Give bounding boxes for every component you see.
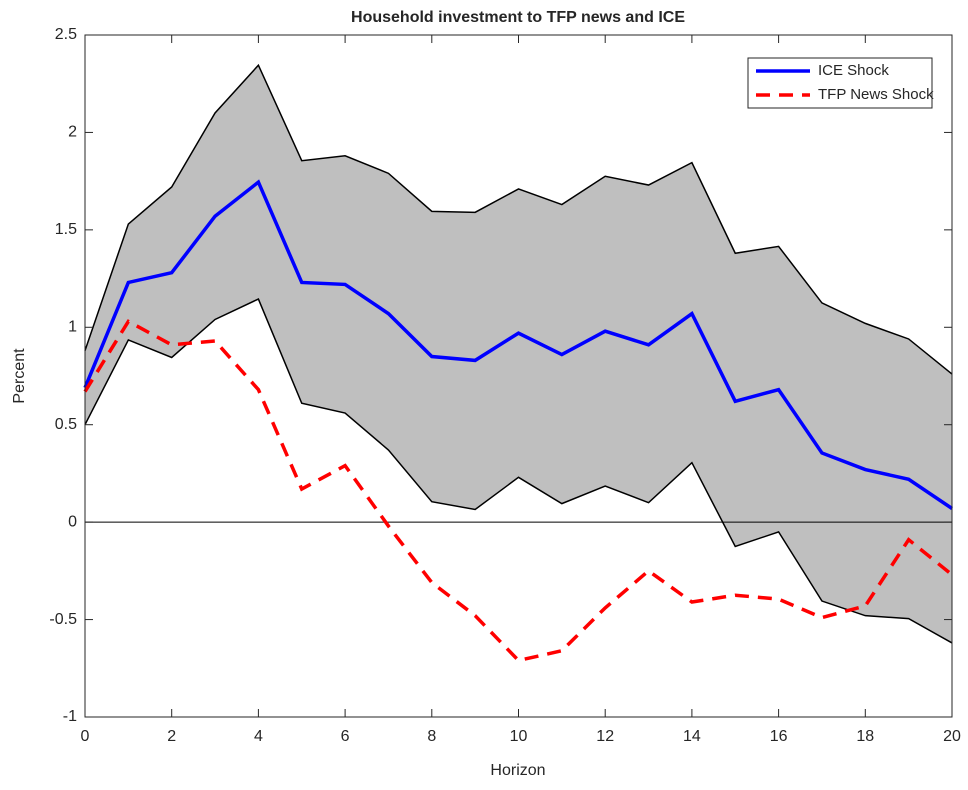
- x-tick-label: 10: [510, 728, 528, 745]
- line-series: [83, 319, 954, 663]
- y-tick-label: 2: [68, 124, 77, 141]
- y-tick-label: -1: [63, 708, 77, 725]
- x-tick-label: 20: [943, 728, 961, 745]
- x-tick-label: 2: [167, 728, 176, 745]
- band-edge: [84, 63, 953, 375]
- y-tick-label: 2.5: [55, 26, 77, 43]
- y-axis-label: Percent: [11, 348, 28, 404]
- y-tick-label: -0.5: [49, 611, 77, 628]
- x-tick-label: 16: [770, 728, 788, 745]
- legend-label: ICE Shock: [818, 62, 889, 79]
- x-tick-label: 0: [81, 728, 90, 745]
- confidence-band: [85, 65, 952, 643]
- x-axis-label: Horizon: [490, 762, 545, 779]
- line-series: [83, 179, 953, 510]
- y-tick-label: 0.5: [55, 416, 77, 433]
- x-tick-label: 18: [856, 728, 874, 745]
- legend-label: TFP News Shock: [818, 86, 934, 103]
- x-tick-label: 6: [341, 728, 350, 745]
- x-tick-label: 12: [596, 728, 614, 745]
- x-tick-label: 4: [254, 728, 263, 745]
- chart-title: Household investment to TFP news and ICE: [351, 9, 685, 26]
- legend-box: [747, 57, 933, 109]
- x-tick-label: 8: [427, 728, 436, 745]
- x-tick-label: 14: [683, 728, 701, 745]
- band-edge: [84, 298, 953, 644]
- y-tick-label: 1.5: [55, 221, 77, 238]
- y-tick-label: 0: [68, 513, 77, 530]
- y-tick-label: 1: [68, 319, 77, 336]
